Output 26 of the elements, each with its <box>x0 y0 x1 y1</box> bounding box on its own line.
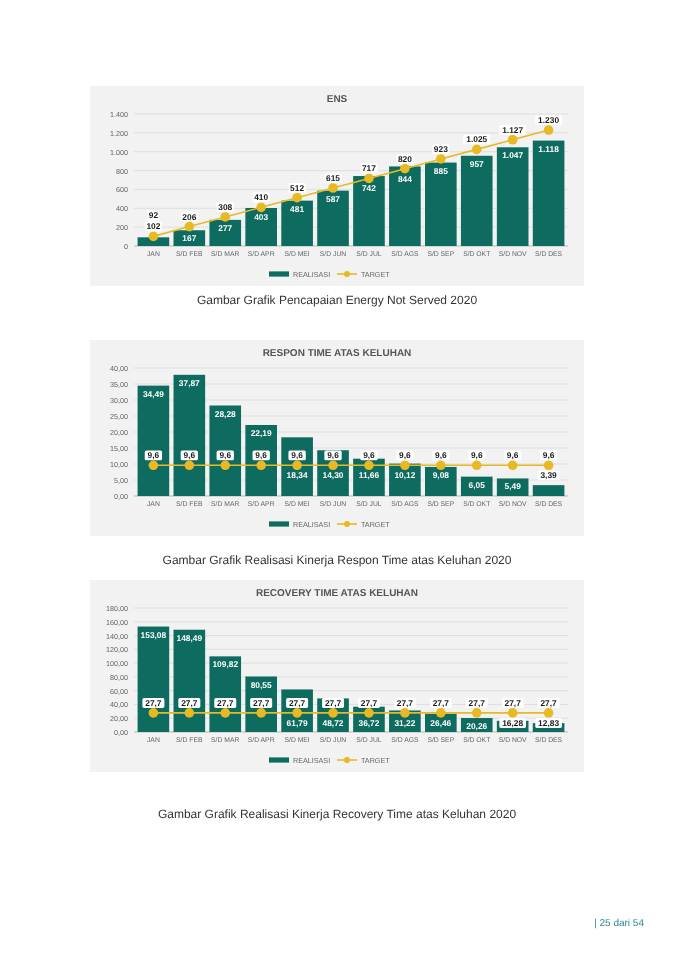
bar <box>389 166 421 246</box>
point <box>148 231 159 242</box>
point <box>507 134 518 145</box>
bar <box>496 147 529 246</box>
point <box>543 125 554 135</box>
bar <box>425 162 457 246</box>
bar <box>353 176 385 246</box>
point <box>436 154 446 164</box>
bar <box>209 219 242 246</box>
bar <box>137 385 170 496</box>
point <box>292 192 302 203</box>
bar <box>245 208 277 246</box>
point <box>471 144 482 155</box>
point <box>364 173 374 184</box>
bar <box>532 485 565 496</box>
point <box>328 183 338 193</box>
bar <box>173 374 206 496</box>
bar <box>460 155 493 246</box>
bar <box>281 200 313 246</box>
bar <box>532 140 565 246</box>
bar <box>209 405 242 496</box>
point <box>256 202 266 213</box>
point <box>220 212 231 222</box>
bar <box>317 190 349 246</box>
point <box>400 163 410 174</box>
point <box>184 221 195 232</box>
